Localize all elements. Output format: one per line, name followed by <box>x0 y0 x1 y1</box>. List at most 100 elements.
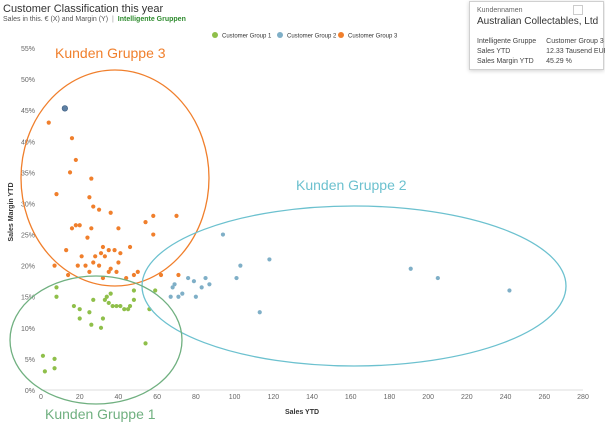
tooltip-row: Sales Margin YTD 45.29 % <box>477 57 605 67</box>
data-point <box>87 195 92 200</box>
data-point <box>131 272 137 278</box>
data-point <box>172 282 177 287</box>
x-tick-label: 80 <box>192 394 200 401</box>
data-point <box>234 275 239 281</box>
data-point <box>54 285 59 290</box>
data-point <box>104 294 109 299</box>
data-point <box>435 275 440 281</box>
data-point <box>87 269 92 274</box>
data-point <box>143 341 148 346</box>
data-point <box>100 275 106 281</box>
x-tick-label: 220 <box>461 394 473 401</box>
data-point <box>131 288 137 293</box>
data-point <box>89 322 94 327</box>
data-point <box>135 269 140 274</box>
data-point <box>66 272 71 278</box>
data-point <box>71 303 77 309</box>
data-point <box>108 210 113 215</box>
x-tick-label: 240 <box>500 394 512 401</box>
x-tick-label: 60 <box>153 394 161 401</box>
group-annotation-label: Kunden Gruppe 3 <box>55 45 166 61</box>
data-point <box>91 204 96 209</box>
data-point <box>89 176 94 181</box>
data-point <box>220 232 226 237</box>
x-tick-label: 0 <box>39 394 43 401</box>
data-point <box>114 303 119 309</box>
intelligent-groups-link[interactable]: Intelligente Gruppen <box>117 16 186 23</box>
data-point <box>238 263 243 268</box>
tooltip-close-box[interactable] <box>573 5 583 15</box>
data-point <box>69 226 75 231</box>
y-tick-label: 5% <box>25 357 35 364</box>
y-tick-label: 35% <box>21 170 35 177</box>
data-point <box>174 213 179 218</box>
y-tick-label: 55% <box>21 46 35 53</box>
data-point <box>176 294 181 299</box>
data-point <box>116 260 121 265</box>
data-point <box>180 291 185 296</box>
data-point <box>67 170 73 175</box>
group-1-ellipse <box>9 275 183 405</box>
data-point <box>112 247 117 253</box>
x-tick-label: 160 <box>345 394 357 401</box>
data-point <box>87 310 92 315</box>
data-point <box>52 263 57 268</box>
data-point <box>98 325 104 330</box>
data-point <box>186 275 191 281</box>
tooltip-value: 12.33 Tausend EUR <box>546 48 605 55</box>
data-point <box>64 247 69 253</box>
x-tick-label: 260 <box>538 394 550 401</box>
data-point <box>257 310 262 315</box>
data-point <box>83 263 88 268</box>
x-tick-label: 20 <box>76 394 84 401</box>
tooltip-label: Sales Margin YTD <box>477 58 534 65</box>
data-point <box>102 297 107 302</box>
data-point <box>77 307 82 312</box>
x-tick-label: 120 <box>267 394 279 401</box>
data-point <box>118 303 123 309</box>
legend-marker <box>338 32 344 38</box>
data-point <box>46 120 51 125</box>
data-point <box>40 353 46 358</box>
data-point <box>52 366 57 371</box>
legend-label: Customer Group 2 <box>287 34 337 40</box>
legend-marker <box>277 32 283 38</box>
customer-tooltip: Kundennamen Australian Collectables, Ltd… <box>469 1 605 70</box>
data-point <box>75 263 80 268</box>
x-tick-label: 180 <box>384 394 396 401</box>
y-tick-label: 25% <box>21 233 35 240</box>
data-point <box>118 251 123 256</box>
data-point <box>77 316 82 321</box>
data-point <box>151 232 156 237</box>
data-point <box>151 213 156 218</box>
x-tick-label: 200 <box>422 394 434 401</box>
legend-label: Customer Group 3 <box>348 34 398 40</box>
y-tick-label: 45% <box>21 108 35 115</box>
data-point <box>69 136 75 141</box>
data-point <box>54 294 59 299</box>
y-axis-title: Sales Margin YTD <box>8 182 15 241</box>
data-point <box>108 266 113 271</box>
data-point <box>100 316 106 321</box>
highlighted-data-point <box>61 105 68 112</box>
y-tick-label: 15% <box>21 295 35 302</box>
tooltip-header: Kundennamen <box>477 7 523 14</box>
x-tick-label: 40 <box>115 394 123 401</box>
data-point <box>89 226 94 231</box>
chart-title: Customer Classification this year <box>3 3 164 15</box>
data-point <box>106 269 111 274</box>
data-point <box>54 192 59 197</box>
data-point <box>176 272 181 278</box>
legend-marker <box>212 32 218 38</box>
x-axis-title: Sales YTD <box>285 409 319 416</box>
data-point <box>114 269 119 274</box>
data-point <box>153 288 158 293</box>
y-tick-label: 30% <box>21 201 35 208</box>
chart-subtitle: Sales in this. € (X) and Margin (Y) | In… <box>3 16 186 23</box>
data-point <box>100 244 106 250</box>
data-point <box>96 263 102 268</box>
tooltip-value: Customer Group 3 <box>546 38 604 45</box>
data-point <box>408 266 413 271</box>
tooltip-value: 45.29 % <box>546 58 572 65</box>
